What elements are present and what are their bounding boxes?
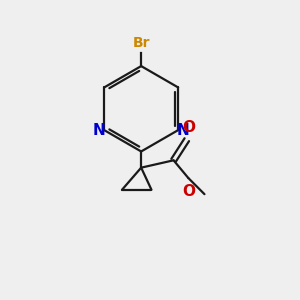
Text: N: N <box>92 123 105 138</box>
Text: O: O <box>182 184 195 200</box>
Text: O: O <box>182 120 195 135</box>
Text: Br: Br <box>132 36 150 50</box>
Text: N: N <box>177 123 190 138</box>
